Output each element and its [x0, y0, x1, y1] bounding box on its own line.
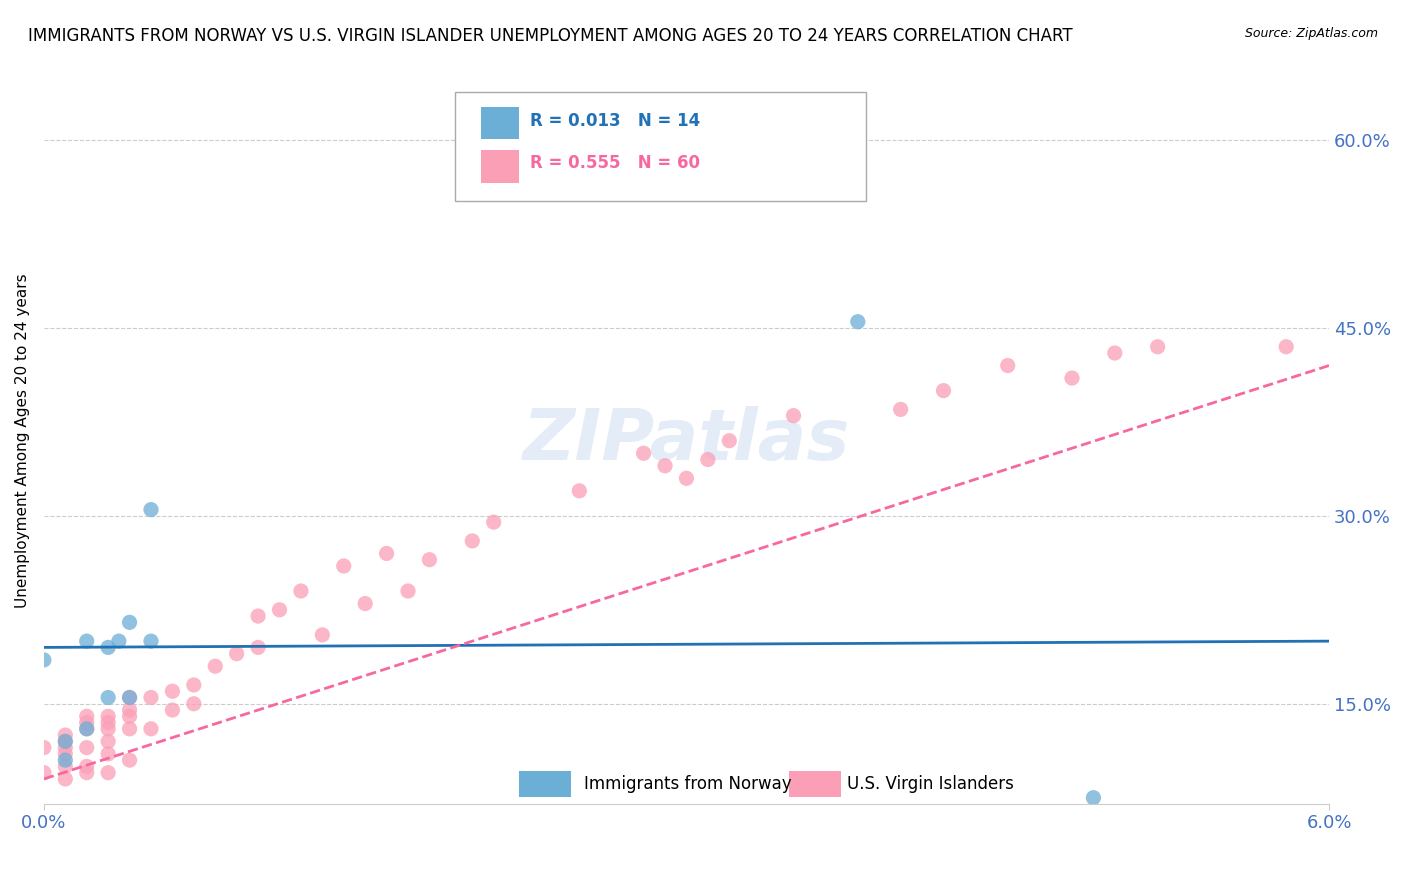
- Point: [633, 446, 655, 460]
- Point: [162, 703, 184, 717]
- Point: [139, 502, 162, 516]
- Point: [76, 709, 98, 723]
- Point: [204, 659, 226, 673]
- Point: [247, 640, 270, 655]
- Point: [53, 747, 76, 761]
- Point: [718, 434, 741, 448]
- Point: [568, 483, 591, 498]
- Point: [118, 690, 141, 705]
- Point: [118, 690, 141, 705]
- Point: [675, 471, 697, 485]
- Point: [76, 634, 98, 648]
- Point: [890, 402, 912, 417]
- Point: [53, 772, 76, 786]
- Point: [97, 747, 120, 761]
- Point: [97, 765, 120, 780]
- Point: [396, 584, 419, 599]
- Point: [53, 728, 76, 742]
- Point: [696, 452, 718, 467]
- Point: [53, 753, 76, 767]
- Point: [53, 734, 76, 748]
- Point: [53, 740, 76, 755]
- Point: [139, 722, 162, 736]
- Point: [290, 584, 312, 599]
- Point: [332, 559, 354, 574]
- Point: [1083, 790, 1105, 805]
- Point: [375, 546, 398, 560]
- Point: [162, 684, 184, 698]
- Point: [97, 715, 120, 730]
- Text: R = 0.013   N = 14: R = 0.013 N = 14: [530, 112, 700, 130]
- Point: [354, 597, 377, 611]
- Point: [97, 709, 120, 723]
- Point: [32, 765, 55, 780]
- Text: IMMIGRANTS FROM NORWAY VS U.S. VIRGIN ISLANDER UNEMPLOYMENT AMONG AGES 20 TO 24 : IMMIGRANTS FROM NORWAY VS U.S. VIRGIN IS…: [28, 27, 1073, 45]
- Point: [32, 653, 55, 667]
- Point: [1104, 346, 1126, 360]
- Point: [97, 640, 120, 655]
- Point: [118, 709, 141, 723]
- Bar: [481, 150, 519, 183]
- Point: [118, 722, 141, 736]
- Point: [118, 615, 141, 630]
- FancyBboxPatch shape: [456, 92, 866, 201]
- Bar: [519, 772, 571, 797]
- Point: [76, 759, 98, 773]
- Point: [76, 722, 98, 736]
- Point: [997, 359, 1019, 373]
- Point: [32, 740, 55, 755]
- Point: [76, 715, 98, 730]
- Point: [108, 634, 131, 648]
- Point: [1275, 340, 1298, 354]
- Point: [225, 647, 247, 661]
- Point: [139, 690, 162, 705]
- Point: [269, 603, 291, 617]
- Point: [139, 634, 162, 648]
- Point: [846, 158, 869, 172]
- Bar: [481, 106, 519, 139]
- Point: [76, 722, 98, 736]
- Point: [461, 533, 484, 548]
- Point: [97, 690, 120, 705]
- Point: [97, 722, 120, 736]
- Text: Immigrants from Norway: Immigrants from Norway: [583, 775, 792, 793]
- Point: [846, 315, 869, 329]
- Point: [183, 697, 205, 711]
- Point: [482, 515, 505, 529]
- Point: [1146, 340, 1168, 354]
- Text: U.S. Virgin Islanders: U.S. Virgin Islanders: [846, 775, 1014, 793]
- Text: Source: ZipAtlas.com: Source: ZipAtlas.com: [1244, 27, 1378, 40]
- Text: ZIPatlas: ZIPatlas: [523, 406, 851, 475]
- Point: [654, 458, 676, 473]
- Point: [782, 409, 804, 423]
- Point: [418, 552, 440, 566]
- Point: [247, 609, 270, 624]
- Point: [118, 753, 141, 767]
- Point: [183, 678, 205, 692]
- Point: [97, 734, 120, 748]
- Point: [1060, 371, 1083, 385]
- Point: [53, 759, 76, 773]
- Text: R = 0.555   N = 60: R = 0.555 N = 60: [530, 154, 700, 172]
- Point: [53, 734, 76, 748]
- Bar: [789, 772, 841, 797]
- Point: [932, 384, 955, 398]
- Point: [118, 703, 141, 717]
- Point: [76, 765, 98, 780]
- Point: [311, 628, 333, 642]
- Point: [76, 740, 98, 755]
- Y-axis label: Unemployment Among Ages 20 to 24 years: Unemployment Among Ages 20 to 24 years: [15, 274, 30, 608]
